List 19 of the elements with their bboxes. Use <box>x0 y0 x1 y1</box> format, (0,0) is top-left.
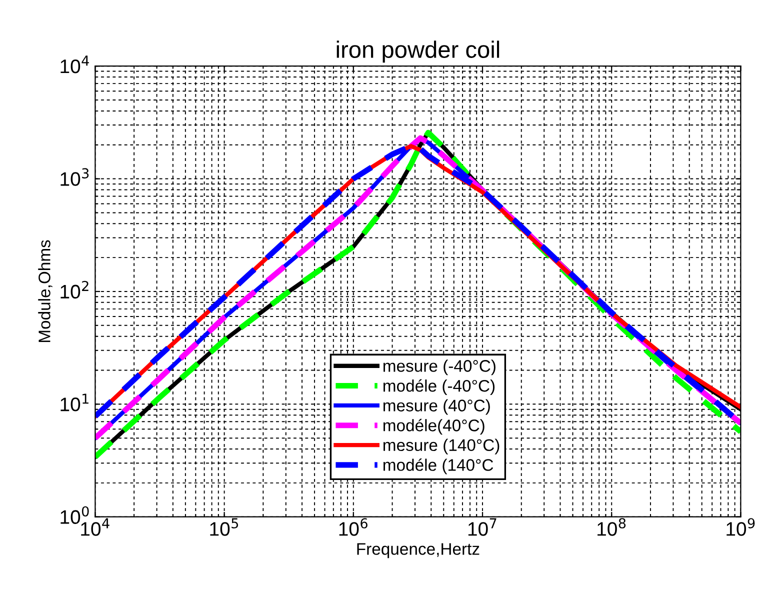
x-tick-label: 10$^{9}$ <box>726 518 755 536</box>
y-axis-title: Module,Ohms <box>38 240 52 342</box>
legend-label: mesure (40°C) <box>384 399 490 415</box>
y-tick-label: 10$^{1}$ <box>60 394 88 412</box>
legend-label: modéle (-40°C) <box>384 379 495 396</box>
x-tick-label: 10$^{8}$ <box>598 518 626 536</box>
legend-label: mesure (140°C) <box>384 438 500 454</box>
legend-label: mesure (-40°C) <box>384 360 496 376</box>
y-tick-label: 10$^{3}$ <box>60 168 89 186</box>
y-tick-label: 10$^{2}$ <box>60 280 88 299</box>
y-tick-label: 10$^{4}$ <box>60 56 89 74</box>
x-tick-label: 10$^{5}$ <box>210 518 238 536</box>
x-tick-label: 10$^{6}$ <box>339 518 368 536</box>
x-tick-label: 10$^{4}$ <box>81 518 110 536</box>
chart-title: iron powder coil <box>336 40 500 63</box>
x-tick-label: 10$^{7}$ <box>468 518 496 536</box>
legend-label: modéle(40°C) <box>384 418 484 435</box>
x-axis-title: Frequence,Hertz <box>357 543 480 558</box>
legend-label: modéle (140°C <box>384 458 494 474</box>
